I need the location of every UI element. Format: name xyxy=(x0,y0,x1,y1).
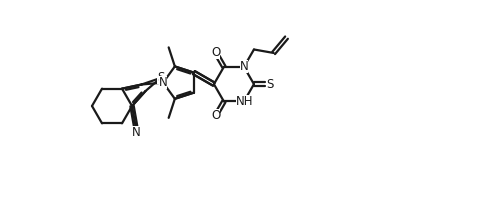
Text: N: N xyxy=(159,76,168,89)
Text: N: N xyxy=(132,126,140,139)
Text: S: S xyxy=(266,78,274,91)
Text: O: O xyxy=(211,109,220,122)
Text: N: N xyxy=(240,60,248,73)
Text: NH: NH xyxy=(236,95,253,108)
Text: O: O xyxy=(211,46,220,59)
Text: S: S xyxy=(157,71,164,84)
